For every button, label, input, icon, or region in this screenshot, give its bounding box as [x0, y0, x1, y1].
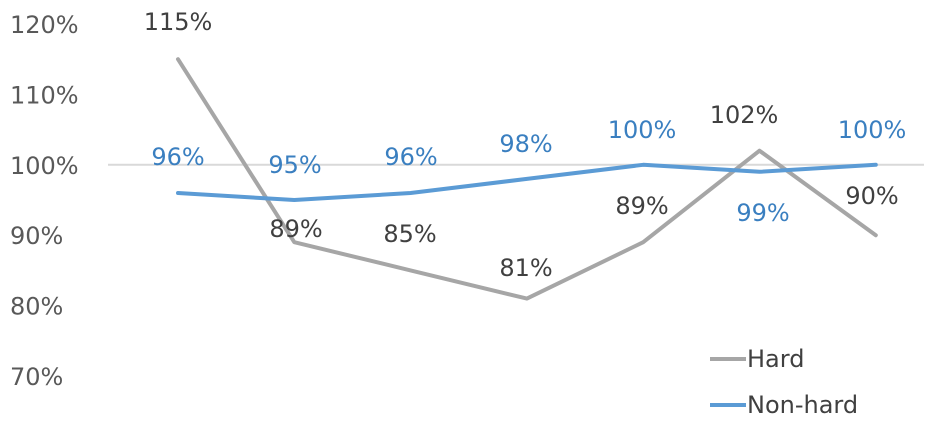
- y-tick-label: 70%: [10, 363, 63, 391]
- series-group: [176, 57, 878, 301]
- y-tick-label: 80%: [10, 293, 63, 321]
- data-labels-group: 115% 89% 85% 81% 89% 102% 90% 96% 95% 96% 98% 100% 9…: [144, 8, 907, 282]
- data-label: 89%: [269, 215, 322, 243]
- data-label: 100%: [608, 116, 677, 144]
- data-label: 85%: [383, 220, 436, 248]
- data-label: 90%: [845, 182, 898, 210]
- legend-label: Non-hard: [747, 391, 858, 419]
- y-tick-label: 110%: [10, 81, 79, 109]
- y-axis: 120% 110% 100% 90% 80% 70%: [10, 11, 79, 391]
- series-line-hard: [176, 57, 878, 301]
- data-label: 96%: [151, 143, 204, 171]
- legend-label: Hard: [747, 345, 804, 373]
- data-label: 81%: [499, 254, 552, 282]
- data-label: 102%: [710, 101, 779, 129]
- data-label: 96%: [384, 143, 437, 171]
- data-label: 100%: [838, 116, 907, 144]
- data-label: 98%: [499, 130, 552, 158]
- y-tick-label: 90%: [10, 222, 63, 250]
- y-tick-label: 100%: [10, 152, 79, 180]
- data-label: 115%: [144, 8, 213, 36]
- data-label: 99%: [736, 199, 789, 227]
- data-label: 95%: [268, 151, 321, 179]
- legend: Hard Non-hard: [710, 345, 858, 419]
- data-label: 89%: [615, 192, 668, 220]
- y-tick-label: 120%: [10, 11, 79, 39]
